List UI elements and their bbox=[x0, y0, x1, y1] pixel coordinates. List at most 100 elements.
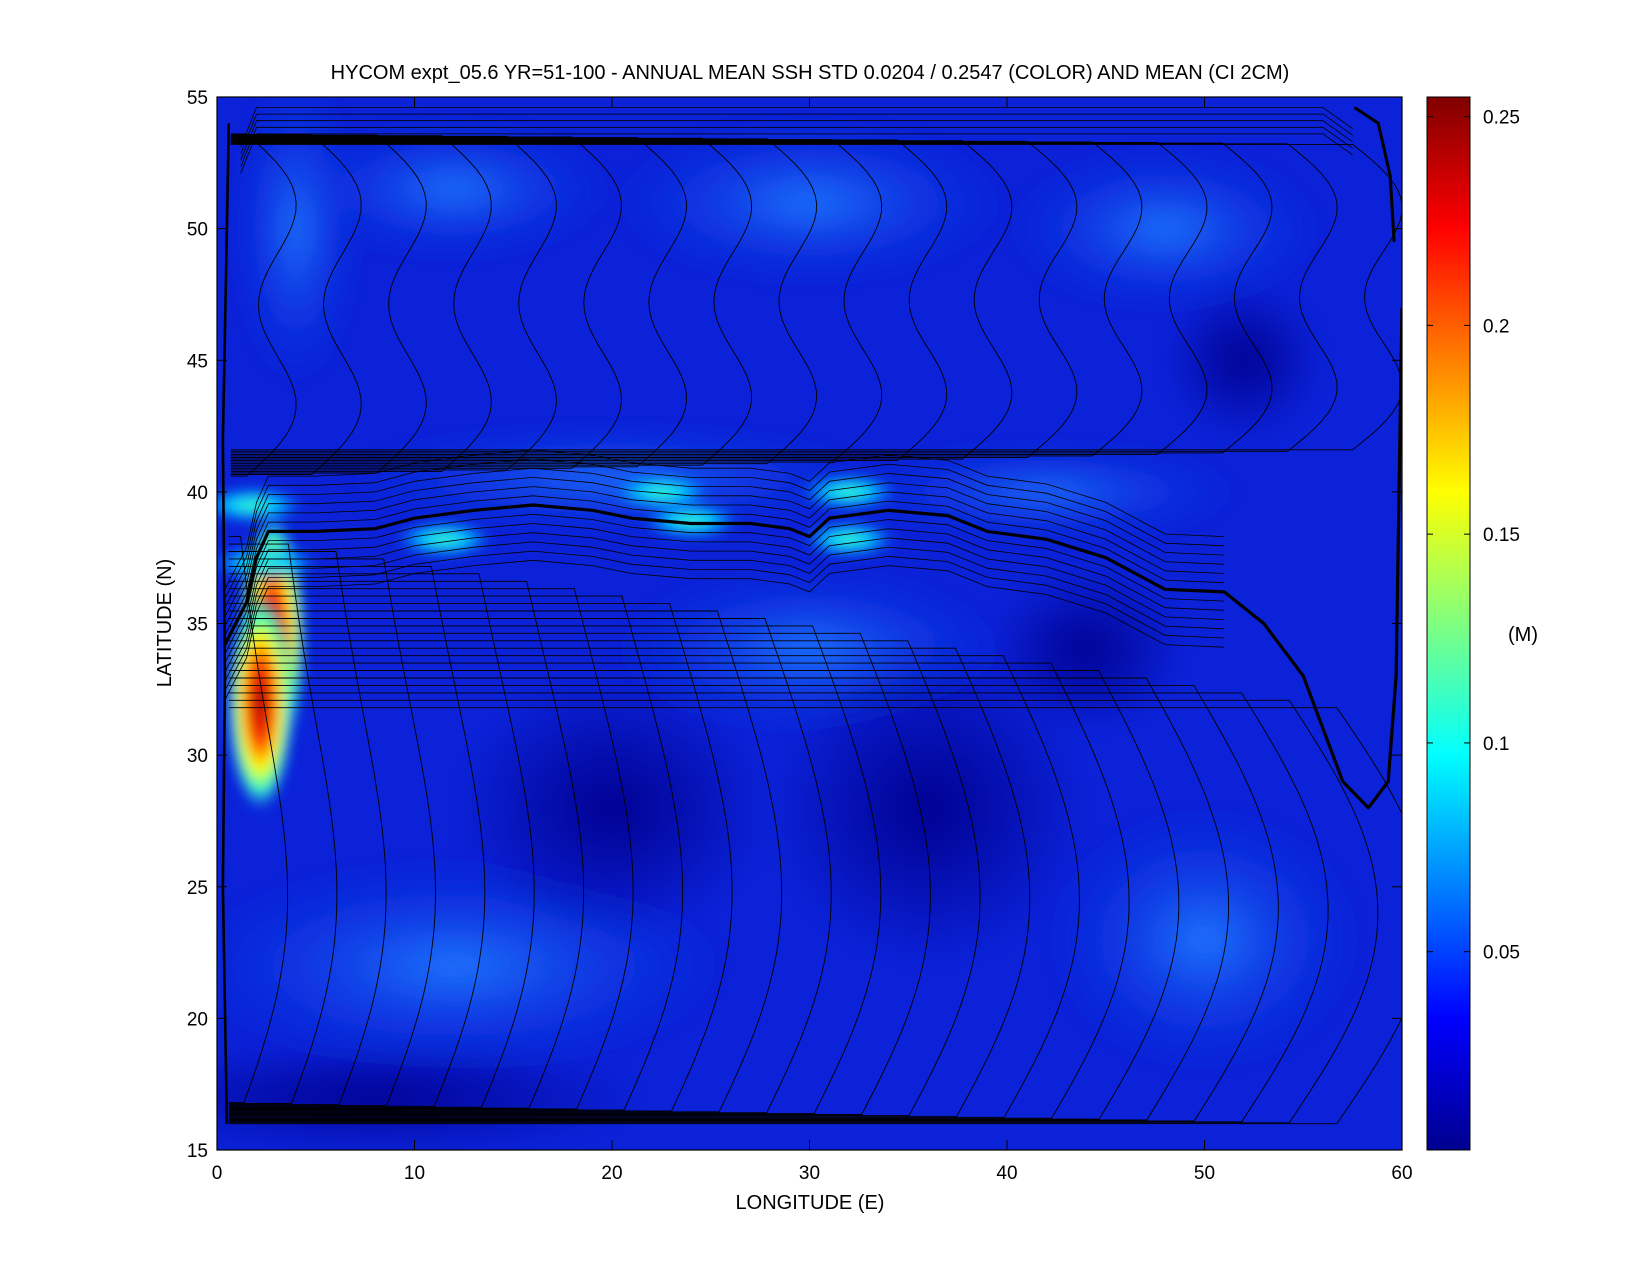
chart-title: HYCOM expt_05.6 YR=51-100 - ANNUAL MEAN … bbox=[331, 62, 1290, 84]
contour-line bbox=[230, 140, 1013, 460]
contour-line bbox=[228, 573, 535, 1108]
colorbar-tick-label: 0.05 bbox=[1483, 943, 1520, 964]
contour-line bbox=[230, 139, 948, 462]
y-tick-label: 25 bbox=[187, 878, 208, 899]
ssh-std-heatmap bbox=[217, 97, 1402, 1150]
contour-line bbox=[228, 595, 684, 1111]
contour-line bbox=[224, 550, 1225, 691]
y-axis-label: LATITUDE (N) bbox=[154, 559, 176, 688]
contour-line bbox=[228, 655, 1080, 1118]
contour-line bbox=[228, 580, 585, 1109]
std-region bbox=[1165, 281, 1323, 440]
contour-line bbox=[230, 141, 1143, 457]
y-tick-label: 35 bbox=[187, 615, 208, 636]
std-hotspot bbox=[394, 521, 495, 558]
contour-line bbox=[228, 707, 1402, 1125]
contour-line bbox=[230, 136, 622, 469]
contour-line bbox=[228, 699, 1379, 1124]
colorbar: 0.05 0.1 0.15 0.2 0.25 (M) bbox=[1426, 96, 1538, 1151]
contour-line bbox=[240, 120, 1353, 161]
contour-line bbox=[228, 543, 338, 1104]
x-tick-label: 20 bbox=[601, 1163, 622, 1184]
contour-line bbox=[228, 551, 387, 1105]
y-tick-label: 55 bbox=[187, 88, 208, 109]
colorbar-label: (M) bbox=[1508, 624, 1538, 646]
contour-line bbox=[224, 458, 1225, 599]
colorbar-tick-label: 0.2 bbox=[1483, 316, 1509, 337]
contour-line bbox=[240, 126, 1353, 167]
contour-line bbox=[240, 107, 1353, 148]
contour-line bbox=[230, 138, 818, 465]
x-tick-label: 30 bbox=[799, 1163, 820, 1184]
northeast-contour bbox=[1353, 106, 1396, 242]
x-tick-label: 40 bbox=[996, 1163, 1017, 1184]
contour-line bbox=[240, 133, 1353, 174]
contour-line bbox=[230, 135, 557, 471]
contour-line bbox=[230, 143, 1338, 452]
std-region bbox=[296, 123, 612, 255]
std-hotspot bbox=[801, 521, 897, 558]
std-region bbox=[454, 676, 770, 940]
contour-line bbox=[230, 142, 1208, 455]
contour-line bbox=[228, 610, 783, 1113]
std-region bbox=[1007, 149, 1323, 308]
contour-line bbox=[228, 684, 1279, 1122]
y-tick-label: 20 bbox=[187, 1009, 208, 1030]
std-region bbox=[1046, 807, 1363, 1072]
y-tick-label: 30 bbox=[187, 746, 208, 767]
std-region bbox=[987, 570, 1185, 729]
std-region bbox=[335, 431, 889, 527]
contour-line bbox=[224, 523, 1225, 664]
y-tick-label: 50 bbox=[187, 220, 208, 241]
x-axis: 0 10 20 30 40 50 60 bbox=[212, 97, 1413, 1184]
x-tick-label: 60 bbox=[1391, 1163, 1412, 1184]
zero-contour-line bbox=[223, 307, 1402, 810]
contour-line bbox=[230, 137, 687, 468]
x-tick-label: 10 bbox=[404, 1163, 425, 1184]
contour-line bbox=[230, 134, 427, 474]
colorbar-scale bbox=[1426, 96, 1471, 1151]
contour-line bbox=[224, 486, 1225, 627]
std-region bbox=[612, 123, 1007, 282]
contour-line bbox=[224, 495, 1225, 636]
contour-line bbox=[228, 625, 882, 1115]
std-region bbox=[217, 1044, 652, 1150]
contour-line bbox=[240, 113, 1353, 154]
colorbar-ticks: 0.05 0.1 0.15 0.2 0.25 bbox=[1427, 108, 1520, 964]
contour-line bbox=[230, 138, 883, 463]
mean-ssh-contours bbox=[221, 106, 1402, 1125]
contour-line bbox=[228, 536, 289, 1104]
contour-line bbox=[228, 603, 733, 1112]
contour-line bbox=[230, 140, 1078, 458]
std-hotspot bbox=[610, 473, 713, 510]
contour-line bbox=[224, 513, 1225, 654]
contour-line bbox=[228, 670, 1180, 1120]
contour-line bbox=[224, 449, 1225, 590]
x-tick-label: 50 bbox=[1194, 1163, 1215, 1184]
contour-line bbox=[224, 532, 1225, 673]
colorbar-tick-label: 0.1 bbox=[1483, 734, 1509, 755]
contour-line bbox=[224, 559, 1225, 700]
contour-line bbox=[230, 134, 362, 475]
contour-line bbox=[224, 467, 1225, 608]
contour-line bbox=[228, 632, 931, 1115]
y-axis: 15 20 25 30 35 40 45 50 55 bbox=[187, 88, 1402, 1162]
contour-line bbox=[230, 142, 1273, 454]
std-hotspot bbox=[226, 592, 295, 813]
contour-line bbox=[224, 476, 1225, 618]
std-region bbox=[849, 449, 1244, 534]
contour-line bbox=[228, 588, 634, 1110]
x-tick-label: 0 bbox=[212, 1163, 223, 1184]
x-axis-label: LONGITUDE (E) bbox=[736, 1192, 885, 1214]
contour-line bbox=[228, 692, 1329, 1123]
y-tick-label: 40 bbox=[187, 483, 208, 504]
contour-line bbox=[230, 137, 753, 466]
colorbar-tick-label: 0.25 bbox=[1483, 108, 1520, 129]
contour-line bbox=[228, 662, 1130, 1119]
contour-line bbox=[228, 565, 486, 1107]
western-boundary-contour bbox=[221, 123, 231, 1124]
contour-line bbox=[228, 647, 1031, 1117]
contour-line bbox=[228, 640, 981, 1116]
contour-line bbox=[224, 541, 1225, 682]
